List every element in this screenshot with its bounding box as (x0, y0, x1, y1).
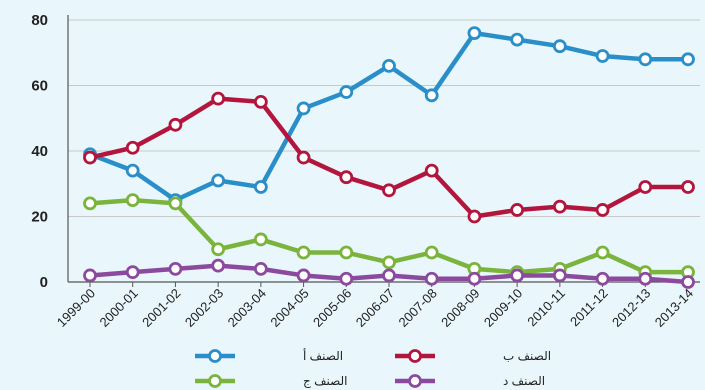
data-point (424, 245, 439, 260)
legend-item: الصنف أ (195, 348, 343, 363)
data-point (638, 271, 653, 286)
data-point (595, 245, 610, 260)
data-point (638, 180, 653, 194)
legend-swatch-marker (208, 349, 222, 363)
data-point (83, 150, 97, 165)
data-point (424, 271, 439, 286)
x-tick-label: 2012-13 (609, 286, 653, 330)
data-point (595, 49, 610, 63)
data-point (253, 261, 268, 276)
data-point (253, 180, 268, 194)
y-tick-label: 60 (31, 78, 48, 95)
data-point (424, 88, 439, 103)
data-point (83, 268, 97, 283)
legend-item: الصنف ج (195, 374, 348, 388)
y-tick-label: 20 (31, 209, 48, 226)
data-point (595, 203, 610, 217)
gridlines (68, 19, 700, 217)
x-tick-label: 2013-14 (652, 286, 696, 330)
x-tick-label: 2000-01 (96, 286, 140, 330)
series-2 (83, 91, 695, 224)
data-point (339, 245, 354, 260)
y-tick-labels: 0 20 40 60 80 (31, 12, 48, 291)
x-tick-label: 2009-10 (481, 286, 525, 330)
data-point (595, 271, 610, 286)
data-point (510, 268, 525, 283)
x-tick-label: 2002-03 (182, 286, 226, 330)
data-point (211, 258, 226, 273)
x-tick-label: 2010-11 (524, 286, 568, 330)
legend-swatch-marker (408, 374, 422, 388)
data-point (510, 203, 525, 217)
legend-swatch-marker (208, 374, 222, 388)
x-tick-label: 2003-04 (225, 286, 269, 330)
data-point (382, 255, 396, 270)
y-tick-label: 0 (40, 274, 48, 291)
data-point (125, 265, 140, 280)
data-point (339, 271, 354, 286)
legend-label: الصنف أ (303, 348, 343, 363)
x-tick-label: 2005-06 (310, 286, 354, 330)
series-group (83, 26, 695, 289)
data-point (552, 268, 567, 283)
data-point (296, 268, 311, 283)
x-tick-label: 2008-09 (438, 286, 482, 330)
data-point (552, 199, 567, 214)
data-point (467, 26, 482, 40)
data-point (681, 180, 695, 194)
data-point (83, 196, 97, 211)
x-tick-labels: 1999-002000-012001-022002-032003-042004-… (54, 286, 696, 330)
x-tick-label: 2011-12 (567, 286, 611, 330)
data-point (339, 85, 354, 99)
data-point (296, 245, 311, 260)
data-point (681, 275, 695, 289)
data-point (382, 183, 396, 198)
series-3 (83, 193, 695, 280)
data-point (168, 117, 183, 132)
series-4 (83, 258, 695, 289)
legend-label: الصنف د (503, 374, 545, 388)
data-point (552, 39, 567, 54)
data-point (382, 58, 396, 73)
data-point (125, 163, 140, 178)
data-point (211, 91, 226, 106)
legend-item: الصنف د (395, 374, 545, 388)
y-tick-label: 40 (31, 143, 48, 160)
x-tick-label: 2001-02 (139, 286, 183, 330)
data-point (296, 101, 311, 116)
data-point (211, 173, 226, 188)
x-tick-label: 2006-07 (353, 286, 397, 330)
legend-label: الصنف ج (303, 374, 348, 388)
legend: الصنف أ الصنف ب الصنف ج الصنف د (195, 348, 551, 388)
data-point (253, 232, 268, 247)
data-point (382, 268, 396, 283)
data-point (339, 170, 354, 185)
data-point (510, 32, 525, 47)
data-point (467, 271, 482, 286)
y-tick-label: 80 (31, 12, 48, 29)
data-point (125, 193, 140, 208)
legend-label: الصنف ب (503, 349, 551, 363)
data-point (638, 52, 653, 67)
data-point (168, 261, 183, 276)
x-tick-label: 2007-08 (395, 286, 439, 330)
legend-item: الصنف ب (395, 349, 551, 363)
data-point (424, 163, 439, 178)
data-point (211, 242, 226, 257)
data-point (296, 150, 311, 165)
series-1 (83, 26, 695, 208)
data-point (681, 52, 695, 67)
data-point (168, 196, 183, 211)
data-point (253, 94, 268, 109)
data-point (125, 140, 140, 155)
legend-swatch-marker (408, 349, 422, 363)
data-point (467, 209, 482, 224)
x-tick-label: 2004-05 (267, 286, 311, 330)
x-tick-label: 1999-00 (54, 286, 98, 330)
